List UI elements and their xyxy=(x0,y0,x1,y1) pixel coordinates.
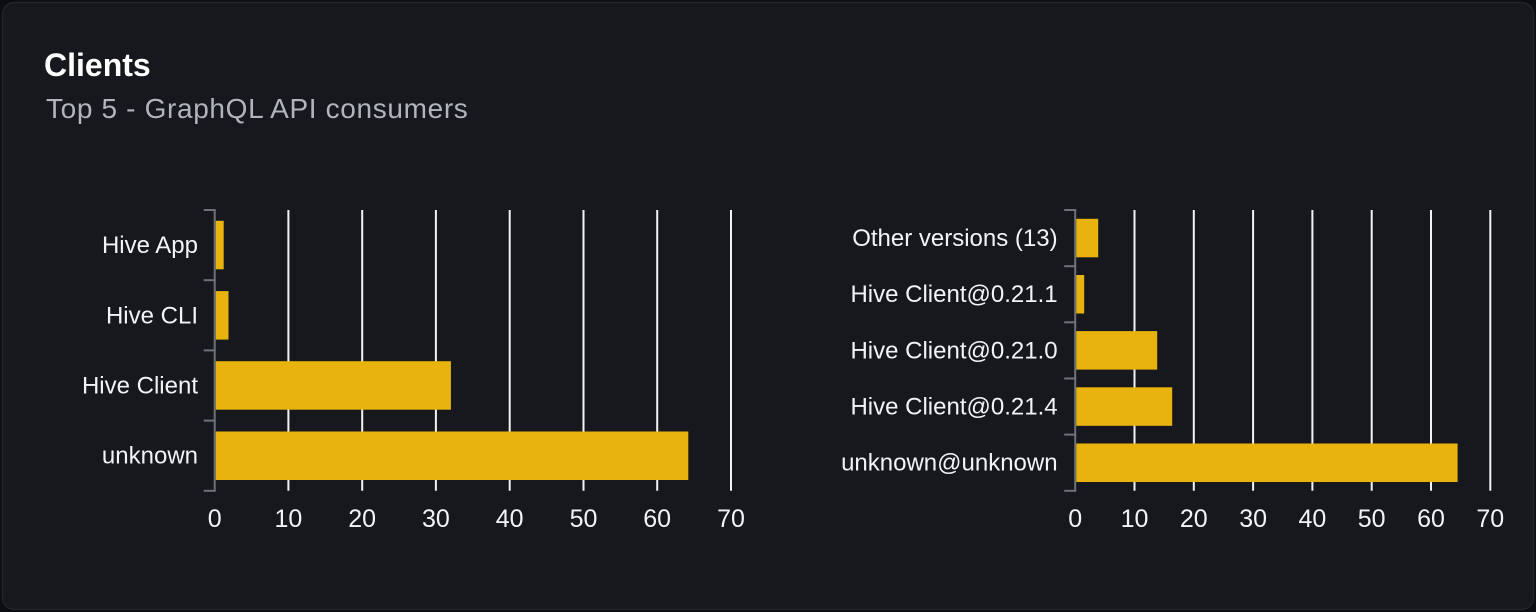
svg-text:10: 10 xyxy=(1121,505,1149,533)
svg-text:20: 20 xyxy=(1180,505,1208,533)
svg-text:Other versions (13): Other versions (13) xyxy=(852,225,1057,252)
svg-text:Clients: Clients xyxy=(44,47,151,83)
svg-text:50: 50 xyxy=(1358,505,1386,533)
svg-text:10: 10 xyxy=(274,505,302,533)
svg-text:0: 0 xyxy=(1068,505,1082,533)
svg-text:30: 30 xyxy=(422,505,450,533)
svg-text:Top 5 - GraphQL API consumers: Top 5 - GraphQL API consumers xyxy=(46,93,468,124)
svg-text:70: 70 xyxy=(717,505,745,533)
svg-text:Hive Client@0.21.4: Hive Client@0.21.4 xyxy=(850,394,1057,421)
svg-text:40: 40 xyxy=(496,505,524,533)
svg-text:70: 70 xyxy=(1476,505,1504,533)
svg-text:20: 20 xyxy=(348,505,376,533)
svg-text:Hive CLI: Hive CLI xyxy=(106,302,198,329)
svg-text:Hive App: Hive App xyxy=(102,232,198,259)
svg-text:60: 60 xyxy=(643,505,671,533)
svg-text:60: 60 xyxy=(1417,505,1445,533)
svg-text:unknown@unknown: unknown@unknown xyxy=(841,450,1058,477)
svg-text:Hive Client@0.21.1: Hive Client@0.21.1 xyxy=(850,281,1057,308)
svg-text:30: 30 xyxy=(1239,505,1267,533)
svg-text:unknown: unknown xyxy=(102,443,198,470)
svg-text:Hive Client: Hive Client xyxy=(82,373,198,400)
svg-text:50: 50 xyxy=(570,505,598,533)
svg-text:0: 0 xyxy=(208,505,222,533)
svg-text:Hive Client@0.21.0: Hive Client@0.21.0 xyxy=(850,337,1057,364)
svg-text:40: 40 xyxy=(1298,505,1326,533)
